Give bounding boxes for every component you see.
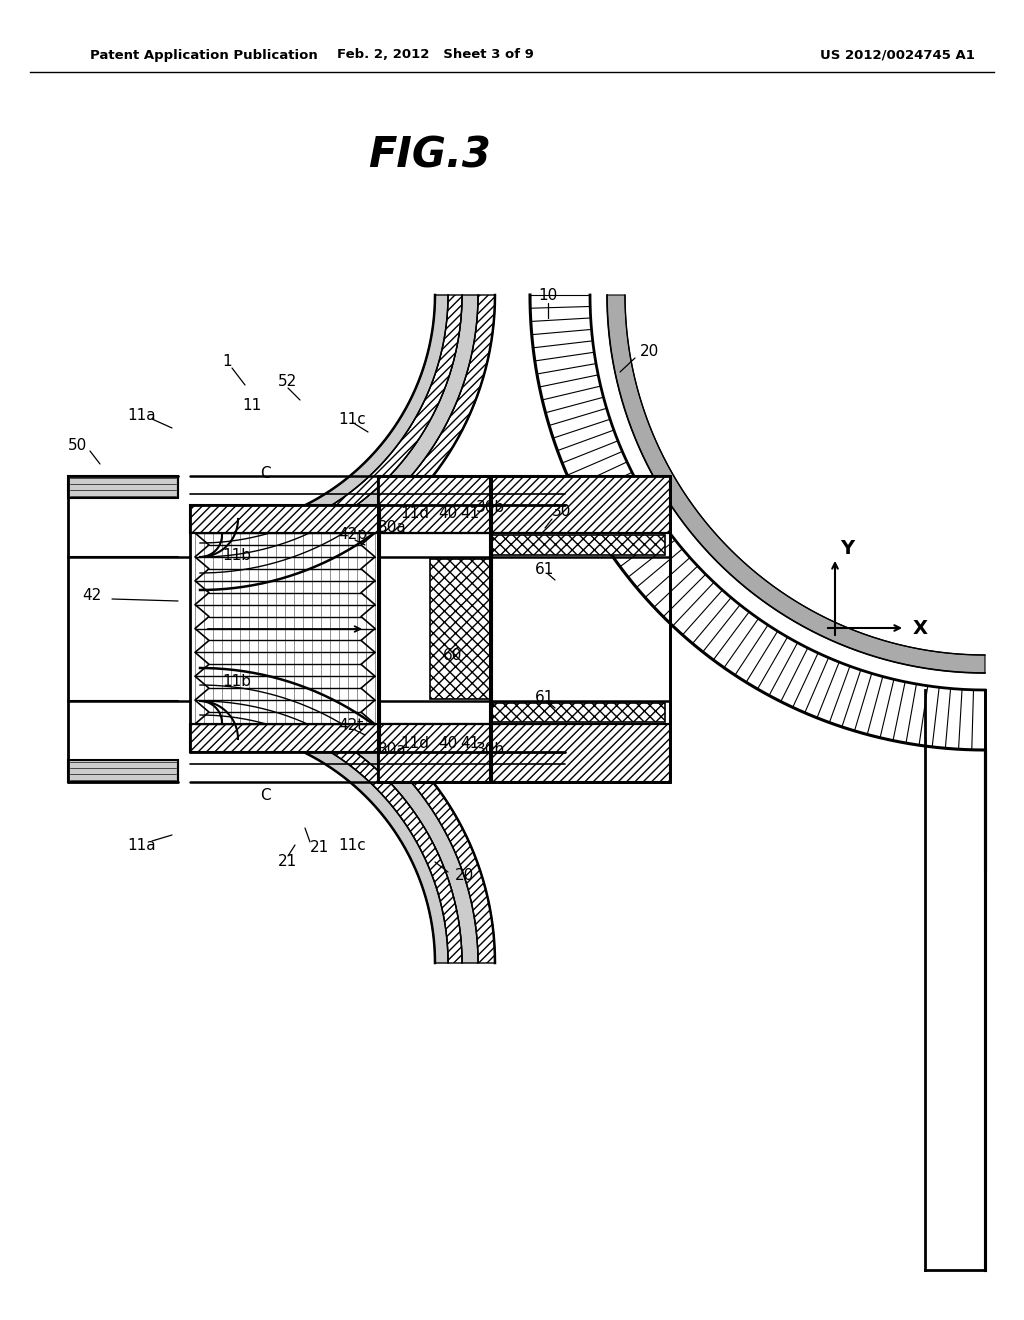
Polygon shape <box>68 477 178 498</box>
Text: 30a: 30a <box>378 520 407 536</box>
Text: 52: 52 <box>278 375 297 389</box>
Polygon shape <box>607 294 985 673</box>
Text: 11d: 11d <box>400 737 429 751</box>
Text: 61: 61 <box>535 690 554 705</box>
Polygon shape <box>68 760 178 781</box>
Text: 11: 11 <box>242 397 261 412</box>
Text: FIG.3: FIG.3 <box>369 135 492 176</box>
Text: 20: 20 <box>640 345 659 359</box>
Polygon shape <box>492 535 665 554</box>
Text: 21: 21 <box>278 854 297 870</box>
Text: 21: 21 <box>310 841 330 855</box>
Polygon shape <box>200 701 462 964</box>
Text: 11b: 11b <box>222 549 251 564</box>
Text: 11b: 11b <box>222 675 251 689</box>
Text: US 2012/0024745 A1: US 2012/0024745 A1 <box>820 49 975 62</box>
Text: 42p: 42p <box>338 528 367 543</box>
Text: X: X <box>913 619 928 638</box>
Text: 30: 30 <box>552 504 571 520</box>
Polygon shape <box>530 294 985 750</box>
Polygon shape <box>200 668 495 964</box>
Polygon shape <box>200 715 449 964</box>
Polygon shape <box>430 558 490 700</box>
Polygon shape <box>378 723 670 781</box>
Text: 11d: 11d <box>400 506 429 520</box>
Polygon shape <box>200 294 495 590</box>
Text: 1: 1 <box>222 355 231 370</box>
Text: 40: 40 <box>438 506 458 520</box>
Polygon shape <box>378 477 670 781</box>
Text: C: C <box>260 466 270 480</box>
Polygon shape <box>190 533 380 723</box>
Text: 61: 61 <box>535 562 554 578</box>
Polygon shape <box>190 506 565 752</box>
Polygon shape <box>200 294 449 543</box>
Text: 11c: 11c <box>338 412 366 428</box>
Text: 30a: 30a <box>378 742 407 758</box>
Polygon shape <box>68 477 178 781</box>
Text: 42t: 42t <box>338 718 364 734</box>
Polygon shape <box>200 294 478 573</box>
Text: 10: 10 <box>539 288 558 302</box>
Polygon shape <box>190 506 565 533</box>
Text: 50: 50 <box>68 437 87 453</box>
Text: Y: Y <box>840 539 854 557</box>
Text: 41: 41 <box>460 737 479 751</box>
Text: 11a: 11a <box>127 837 156 853</box>
Text: Patent Application Publication: Patent Application Publication <box>90 49 317 62</box>
Text: 60: 60 <box>443 648 463 664</box>
Polygon shape <box>378 477 670 533</box>
Text: 30b: 30b <box>476 500 505 516</box>
Polygon shape <box>190 723 565 752</box>
Text: 40: 40 <box>438 737 458 751</box>
Text: 30b: 30b <box>476 742 505 758</box>
Polygon shape <box>200 685 478 964</box>
Polygon shape <box>200 294 462 557</box>
Polygon shape <box>492 704 665 722</box>
Text: 41: 41 <box>460 506 479 520</box>
Text: 11a: 11a <box>127 408 156 422</box>
Text: 11c: 11c <box>338 837 366 853</box>
Text: 20: 20 <box>455 867 474 883</box>
Text: Feb. 2, 2012   Sheet 3 of 9: Feb. 2, 2012 Sheet 3 of 9 <box>337 49 534 62</box>
Text: 42: 42 <box>82 587 101 602</box>
Text: C: C <box>260 788 270 803</box>
